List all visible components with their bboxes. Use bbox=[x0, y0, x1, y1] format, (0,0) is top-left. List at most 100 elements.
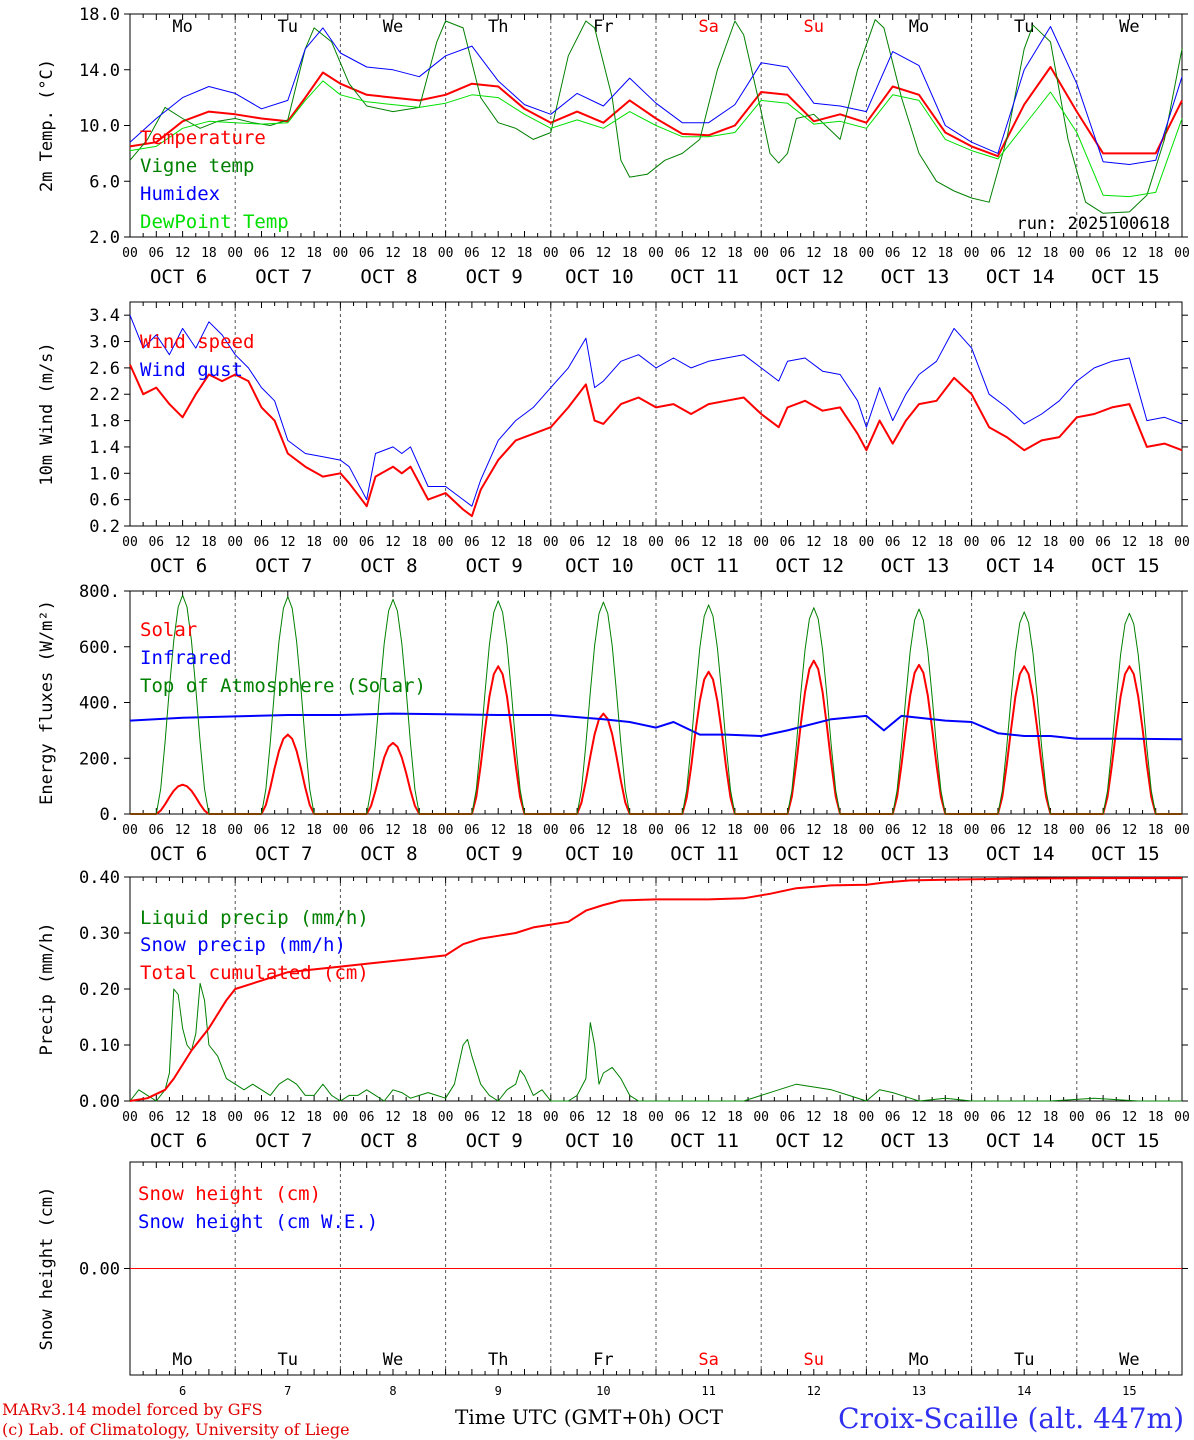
flux-hour-tick-label: 12 bbox=[490, 823, 506, 838]
wind-hour-tick-label: 12 bbox=[911, 535, 927, 550]
temp-hour-tick-label: 06 bbox=[780, 246, 796, 261]
temp-series-vigne-temp bbox=[129, 19, 1183, 214]
day-number-label: 6 bbox=[179, 1384, 186, 1398]
temp-hour-tick-label: 12 bbox=[385, 246, 401, 261]
wind-hour-tick-label: 06 bbox=[464, 535, 480, 550]
temp-date-label: OCT 12 bbox=[775, 266, 844, 288]
temp-hour-tick-label: 06 bbox=[885, 246, 901, 261]
flux-hour-tick-label: 00 bbox=[227, 823, 243, 838]
wind-hour-tick-label: 00 bbox=[964, 535, 980, 550]
day-number-label: 13 bbox=[912, 1384, 926, 1398]
station-title: Croix-Scaille (alt. 447m) bbox=[838, 1402, 1184, 1435]
flux-hour-tick-label: 06 bbox=[464, 823, 480, 838]
temp-series-temperature bbox=[129, 66, 1183, 158]
wind-hour-tick-label: 06 bbox=[148, 535, 164, 550]
day-number-label: 10 bbox=[596, 1384, 610, 1398]
temp-legend-entry: Humidex bbox=[140, 183, 220, 205]
temp-date-label: OCT 6 bbox=[150, 266, 207, 288]
snow-y-tick-label: 0.00 bbox=[79, 1260, 120, 1280]
wind-y-tick-label: 2.2 bbox=[89, 385, 120, 405]
wind-date-label: OCT 15 bbox=[1091, 555, 1160, 577]
precip-hour-tick-label: 18 bbox=[201, 1110, 217, 1125]
wind-hour-tick-label: 12 bbox=[385, 535, 401, 550]
flux-hour-tick-label: 06 bbox=[885, 823, 901, 838]
wind-y-tick-label: 1.4 bbox=[89, 438, 120, 458]
precip-hour-tick-label: 12 bbox=[1016, 1110, 1032, 1125]
wind-hour-tick-label: 00 bbox=[648, 535, 664, 550]
temp-hour-tick-label: 06 bbox=[569, 246, 585, 261]
flux-hour-tick-label: 06 bbox=[990, 823, 1006, 838]
temp-date-label: OCT 8 bbox=[360, 266, 417, 288]
wind-y-tick-label: 3.0 bbox=[89, 333, 120, 353]
precip-hour-tick-label: 06 bbox=[254, 1110, 270, 1125]
precip-hour-tick-label: 06 bbox=[359, 1110, 375, 1125]
snow-legend-entry: Snow height (cm) bbox=[138, 1183, 321, 1205]
temp-hour-tick-label: 12 bbox=[701, 246, 717, 261]
flux-hour-tick-label: 18 bbox=[832, 823, 848, 838]
flux-hour-tick-label: 12 bbox=[701, 823, 717, 838]
flux-hour-tick-label: 00 bbox=[964, 823, 980, 838]
flux-hour-tick-label: 06 bbox=[1095, 823, 1111, 838]
day-abbr-label: Su bbox=[804, 17, 824, 37]
day-abbr-label: Mo bbox=[909, 1350, 929, 1370]
x-axis-month: OCT bbox=[677, 1405, 723, 1429]
precip-hour-tick-label: 00 bbox=[543, 1110, 559, 1125]
temp-hour-tick-label: 18 bbox=[832, 246, 848, 261]
temp-hour-tick-label: 06 bbox=[990, 246, 1006, 261]
day-number-label: 8 bbox=[389, 1384, 396, 1398]
flux-hour-tick-label: 06 bbox=[359, 823, 375, 838]
run-label: run: 2025100618 bbox=[1016, 214, 1170, 234]
temp-hour-tick-label: 18 bbox=[1148, 246, 1164, 261]
flux-hour-tick-label: 12 bbox=[1016, 823, 1032, 838]
day-abbr-label: Sa bbox=[698, 1350, 718, 1370]
precip-hour-tick-label: 12 bbox=[701, 1110, 717, 1125]
wind-hour-tick-label: 00 bbox=[1069, 535, 1085, 550]
temp-hour-tick-label: 18 bbox=[517, 246, 533, 261]
flux-frame bbox=[129, 590, 1183, 815]
temp-hour-tick-label: 18 bbox=[727, 246, 743, 261]
temp-hour-tick-label: 00 bbox=[438, 246, 454, 261]
wind-hour-tick-label: 18 bbox=[201, 535, 217, 550]
temp-hour-tick-label: 06 bbox=[674, 246, 690, 261]
snow-y-axis-label: Snow height (cm) bbox=[37, 1187, 57, 1351]
flux-hour-tick-label: 18 bbox=[201, 823, 217, 838]
wind-hour-tick-label: 06 bbox=[569, 535, 585, 550]
flux-hour-tick-label: 18 bbox=[727, 823, 743, 838]
temp-hour-tick-label: 00 bbox=[1174, 246, 1190, 261]
flux-hour-tick-label: 00 bbox=[1174, 823, 1190, 838]
wind-hour-tick-label: 00 bbox=[333, 535, 349, 550]
wind-series-wind-speed bbox=[129, 364, 1183, 518]
flux-hour-tick-label: 00 bbox=[333, 823, 349, 838]
flux-hour-tick-label: 06 bbox=[148, 823, 164, 838]
flux-date-label: OCT 8 bbox=[360, 843, 417, 865]
day-number-label: 12 bbox=[807, 1384, 821, 1398]
temp-date-label: OCT 14 bbox=[986, 266, 1055, 288]
precip-hour-tick-label: 00 bbox=[333, 1110, 349, 1125]
wind-date-label: OCT 14 bbox=[986, 555, 1055, 577]
flux-hour-tick-label: 18 bbox=[517, 823, 533, 838]
temp-legend-entry: Temperature bbox=[140, 127, 266, 149]
precip-hour-tick-label: 18 bbox=[1043, 1110, 1059, 1125]
temp-date-label: OCT 11 bbox=[670, 266, 739, 288]
precip-hour-tick-label: 12 bbox=[385, 1110, 401, 1125]
temp-hour-tick-label: 06 bbox=[464, 246, 480, 261]
snow-legend-entry: Snow height (cm W.E.) bbox=[138, 1211, 378, 1233]
temp-hour-tick-label: 18 bbox=[622, 246, 638, 261]
day-abbr-label: Tu bbox=[1014, 17, 1034, 37]
precip-date-label: OCT 14 bbox=[986, 1130, 1055, 1152]
precip-hour-tick-label: 00 bbox=[122, 1110, 138, 1125]
flux-y-tick-label: 200. bbox=[79, 749, 120, 769]
flux-date-label: OCT 7 bbox=[255, 843, 312, 865]
precip-date-label: OCT 15 bbox=[1091, 1130, 1160, 1152]
wind-hour-tick-label: 12 bbox=[1016, 535, 1032, 550]
day-abbr-label: Tu bbox=[1014, 1350, 1034, 1370]
flux-legend-entry: Infrared bbox=[140, 647, 232, 669]
temp-hour-tick-label: 00 bbox=[859, 246, 875, 261]
precip-series-liquid-precip-mm-h bbox=[129, 982, 1182, 1102]
credit-line-2: (c) Lab. of Climatology, University of L… bbox=[2, 1420, 350, 1439]
precip-date-label: OCT 7 bbox=[255, 1130, 312, 1152]
precip-hour-tick-label: 18 bbox=[727, 1110, 743, 1125]
temp-y-tick-label: 18.0 bbox=[79, 5, 120, 25]
day-number-label: 14 bbox=[1017, 1384, 1031, 1398]
wind-y-axis-label: 10m Wind (m/s) bbox=[37, 342, 57, 485]
